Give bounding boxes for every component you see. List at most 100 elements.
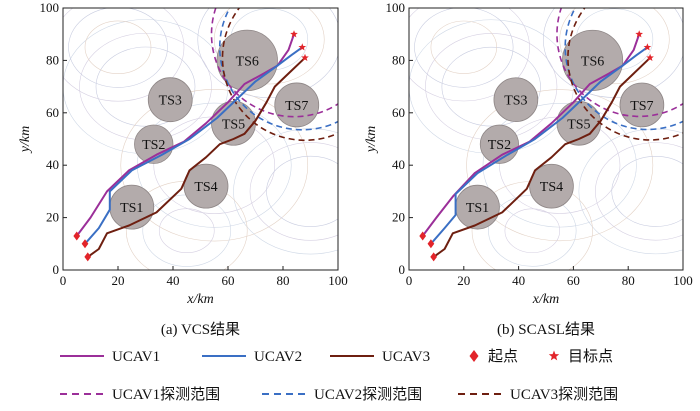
threat-zone	[493, 77, 539, 123]
background-contour	[578, 128, 683, 255]
threat-label: TS4	[194, 180, 217, 195]
y-tick-label: 40	[46, 157, 59, 172]
threat-zone	[529, 163, 574, 209]
threat-label: TS5	[567, 117, 590, 132]
plot-area: TS1 TS2 TS3 TS4 TS5 TS6 TS7	[63, 8, 338, 270]
x-axis-label: x/km	[186, 292, 213, 307]
y-tick-label: 20	[392, 210, 405, 225]
threat-label: TS3	[159, 94, 182, 109]
legend-item: UCAV3探测范围	[458, 386, 618, 403]
x-tick-label: 60	[567, 273, 580, 288]
x-tick-label: 0	[406, 273, 413, 288]
y-tick-label: 100	[386, 0, 406, 15]
start-point-marker	[430, 252, 438, 262]
background-contour	[84, 20, 152, 74]
threat-label: TS5	[222, 117, 245, 132]
threat-zone	[183, 163, 229, 209]
background-contour	[213, 8, 325, 85]
x-tick-label: 0	[60, 273, 67, 288]
legend-diamond-marker	[469, 350, 479, 362]
legend-label: UCAV2探测范围	[314, 386, 422, 403]
x-tick-label: 20	[112, 273, 125, 288]
threat-label: TS4	[540, 180, 563, 195]
flight-path-ucav2	[429, 46, 649, 245]
start-point-marker	[73, 231, 81, 241]
background-contour	[430, 20, 497, 74]
x-axis-label: x/km	[532, 292, 559, 307]
y-tick-label: 0	[399, 262, 406, 277]
legend-label: UCAV1	[112, 349, 160, 365]
legend-item: 目标点	[548, 348, 613, 365]
target-point-marker	[290, 30, 298, 38]
legend-label: 起点	[488, 348, 518, 365]
y-tick-label: 0	[53, 262, 60, 277]
legend-label: UCAV3	[382, 349, 430, 365]
x-tick-label: 40	[167, 273, 180, 288]
legend-label: 目标点	[568, 348, 613, 365]
background-contour	[504, 208, 560, 253]
background-contour	[79, 32, 212, 141]
threat-label: TS3	[504, 94, 527, 109]
x-tick-label: 60	[222, 273, 235, 288]
flight-path-ucav3	[86, 56, 306, 258]
x-tick-label: 20	[457, 273, 470, 288]
background-contour	[559, 8, 670, 85]
background-contour	[611, 156, 683, 227]
flight-path-ucav2	[84, 46, 304, 245]
target-point-marker	[635, 30, 643, 38]
legend-item: UCAV2探测范围	[262, 386, 422, 403]
target-point-marker	[298, 43, 307, 51]
background-contour	[249, 142, 338, 241]
background-contour	[63, 8, 185, 102]
axes-frame	[62, 7, 339, 271]
background-contour	[95, 46, 196, 127]
legend-label: UCAV2	[254, 349, 302, 365]
start-point-marker	[81, 239, 89, 249]
legend-item: UCAV2	[202, 349, 302, 365]
legend-item: 起点	[469, 348, 518, 365]
background-contour	[595, 142, 683, 241]
legend-label: UCAV1探测范围	[112, 386, 220, 403]
background-contour	[120, 88, 309, 242]
target-point-marker	[643, 43, 652, 51]
legend-item: UCAV1	[60, 349, 160, 365]
y-axis-label: y/km	[364, 126, 379, 154]
y-tick-label: 80	[46, 52, 59, 67]
threat-label: TS2	[488, 138, 511, 153]
start-point-marker	[419, 231, 427, 241]
x-tick-label: 80	[277, 273, 290, 288]
flight-path-ucav3	[432, 56, 652, 258]
x-tick-label: 100	[673, 273, 693, 288]
y-tick-label: 80	[392, 52, 405, 67]
axes-frame	[408, 7, 684, 271]
legend: UCAV1 UCAV2 UCAV3 起点 目标点 UCAV1探测范围 UCAV2探测范围 UC…	[60, 348, 618, 403]
target-point-marker	[301, 53, 309, 61]
y-tick-label: 60	[46, 105, 59, 120]
x-tick-label: 100	[328, 273, 348, 288]
panel-caption: (a) VCS结果	[161, 321, 240, 338]
y-tick-label: 60	[392, 105, 405, 120]
target-point-marker	[646, 53, 654, 61]
y-tick-label: 40	[392, 157, 405, 172]
legend-item: UCAV3	[330, 349, 430, 365]
background-contour	[158, 208, 215, 253]
threat-label: TS2	[142, 138, 165, 153]
y-axis-label: y/km	[18, 126, 33, 154]
threat-label: TS7	[630, 99, 653, 114]
y-tick-label: 20	[46, 210, 59, 225]
background-contour	[409, 8, 530, 102]
background-contour	[266, 155, 338, 227]
background-contour	[425, 33, 558, 141]
start-point-marker	[427, 239, 435, 249]
threat-label: TS1	[120, 201, 143, 216]
background-contour	[482, 102, 637, 228]
threat-label: TS6	[236, 54, 259, 69]
panel-scasl: TS1 TS2 TS3 TS4 TS5 TS6 TS7 0 20 40 60 80 100 0 20 40 60…	[364, 0, 693, 338]
background-contour	[441, 46, 541, 127]
start-point-marker	[84, 252, 92, 262]
x-tick-label: 40	[512, 273, 525, 288]
legend-star-marker	[548, 350, 560, 361]
threat-zone	[147, 77, 193, 123]
panel-vcs: TS1 TS2 TS3 TS4 TS5 TS6 TS7 0 20 40 60 80 100 0 20 40 60…	[18, 0, 348, 338]
